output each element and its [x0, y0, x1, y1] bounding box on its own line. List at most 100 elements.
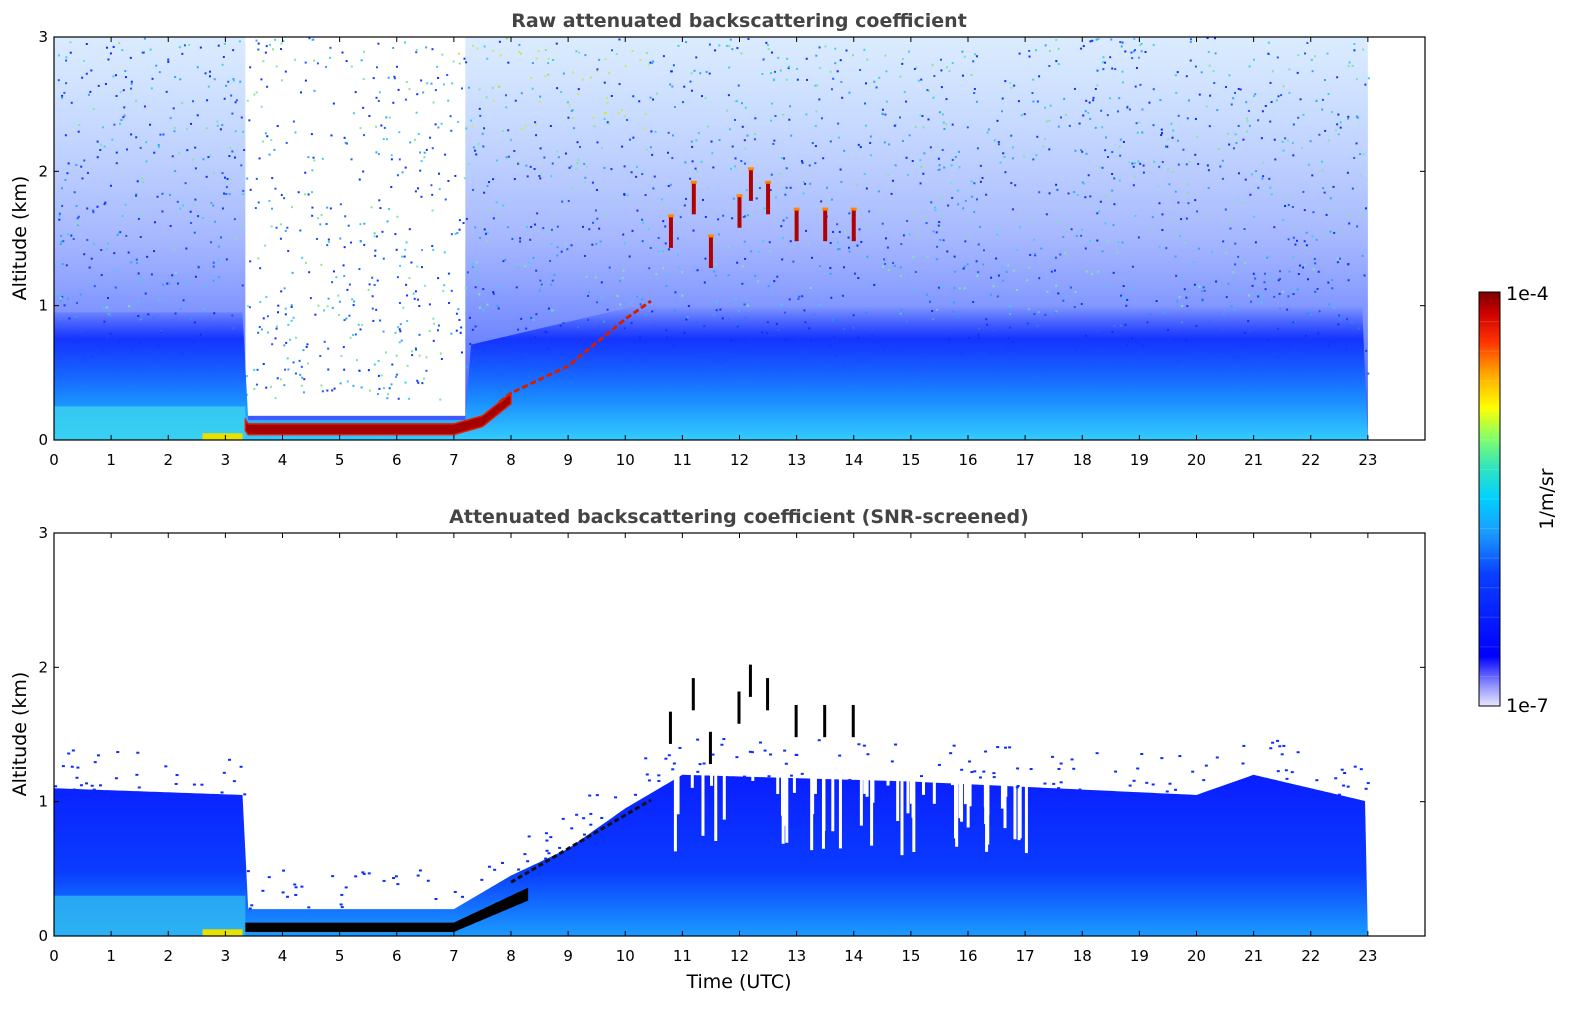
cloud-mark	[691, 678, 695, 711]
noise-speck	[550, 242, 553, 245]
noise-speck	[912, 256, 915, 259]
noise-speck	[1310, 58, 1313, 61]
noise-speck	[1359, 174, 1362, 177]
noise-speck	[280, 223, 283, 226]
noise-speck	[805, 229, 808, 232]
noise-speck	[1150, 227, 1153, 230]
screened-gap	[810, 768, 814, 851]
noise-speck	[185, 282, 188, 285]
noise-speck	[265, 295, 268, 298]
noise-speck	[363, 243, 366, 246]
noise-speck	[327, 238, 330, 241]
noise-speck	[575, 50, 578, 53]
noise-speck	[979, 225, 982, 228]
noise-speck	[1185, 163, 1188, 166]
screened-speck	[460, 895, 464, 898]
noise-speck	[316, 62, 319, 65]
noise-speck	[411, 354, 414, 357]
noise-speck	[1257, 295, 1260, 298]
screened-speck	[783, 749, 787, 752]
noise-speck	[1144, 51, 1147, 54]
screened-speck	[75, 776, 79, 779]
noise-speck	[1351, 64, 1354, 67]
noise-speck	[343, 274, 346, 277]
noise-speck	[1059, 253, 1062, 256]
noise-speck	[219, 128, 222, 131]
noise-speck	[1202, 286, 1205, 289]
x-tick-label: 5	[335, 947, 345, 965]
screened-speck	[526, 860, 530, 863]
noise-speck	[130, 82, 133, 85]
noise-speck	[439, 352, 442, 355]
cloud-mark	[668, 215, 673, 248]
noise-speck	[1126, 104, 1129, 107]
noise-speck	[1269, 120, 1272, 123]
screened-speck	[1145, 781, 1149, 784]
noise-speck	[1133, 175, 1136, 178]
noise-speck	[266, 85, 269, 88]
screened-speck	[570, 827, 574, 830]
noise-speck	[542, 227, 545, 230]
noise-speck	[832, 77, 835, 80]
noise-speck	[647, 63, 650, 66]
noise-speck	[468, 316, 471, 319]
noise-speck	[834, 47, 837, 50]
noise-speck	[619, 303, 622, 306]
noise-speck	[674, 291, 677, 294]
noise-speck	[1355, 142, 1358, 145]
noise-speck	[210, 203, 213, 206]
noise-speck	[529, 238, 532, 241]
noise-speck	[444, 153, 447, 156]
screened-speck	[1160, 757, 1164, 760]
noise-speck	[1158, 165, 1161, 168]
noise-speck	[502, 130, 505, 133]
noise-speck	[359, 328, 362, 331]
noise-speck	[649, 246, 652, 249]
noise-speck	[802, 181, 805, 184]
noise-speck	[192, 158, 195, 161]
noise-speck	[588, 228, 591, 231]
noise-speck	[117, 232, 120, 235]
noise-speck	[1328, 303, 1331, 306]
noise-speck	[232, 49, 235, 52]
noise-speck	[1187, 99, 1190, 102]
noise-speck	[510, 138, 513, 141]
screened-speck	[582, 817, 586, 820]
noise-speck	[560, 250, 563, 253]
screened-speck	[748, 750, 752, 753]
noise-speck	[1111, 67, 1114, 70]
noise-speck	[811, 256, 814, 259]
screened-speck	[758, 741, 762, 744]
screened-speck	[239, 765, 243, 768]
screened-speck	[1016, 767, 1020, 770]
noise-speck	[1353, 49, 1356, 52]
screened-speck	[1342, 784, 1346, 787]
noise-speck	[1140, 50, 1143, 53]
noise-speck	[1260, 137, 1263, 140]
screened-speck	[76, 766, 80, 769]
noise-speck	[1347, 215, 1350, 218]
noise-speck	[326, 206, 329, 209]
noise-speck	[96, 205, 99, 208]
noise-speck	[291, 271, 294, 274]
noise-speck	[1131, 162, 1134, 165]
noise-speck	[517, 161, 520, 164]
noise-speck	[815, 110, 818, 113]
noise-speck	[373, 363, 376, 366]
x-tick-label: 5	[335, 451, 345, 469]
noise-speck	[533, 168, 536, 171]
noise-speck	[90, 69, 93, 72]
cloud-mark	[794, 208, 799, 242]
noise-speck	[1297, 273, 1300, 276]
noise-speck	[271, 207, 274, 210]
noise-speck	[570, 109, 573, 112]
noise-speck	[442, 289, 445, 292]
noise-speck	[414, 190, 417, 193]
screened-speck	[720, 743, 724, 746]
noise-speck	[345, 142, 348, 145]
noise-speck	[298, 359, 301, 362]
noise-speck	[1174, 255, 1177, 258]
noise-speck	[285, 141, 288, 144]
noise-speck	[311, 206, 314, 209]
noise-speck	[437, 126, 440, 129]
